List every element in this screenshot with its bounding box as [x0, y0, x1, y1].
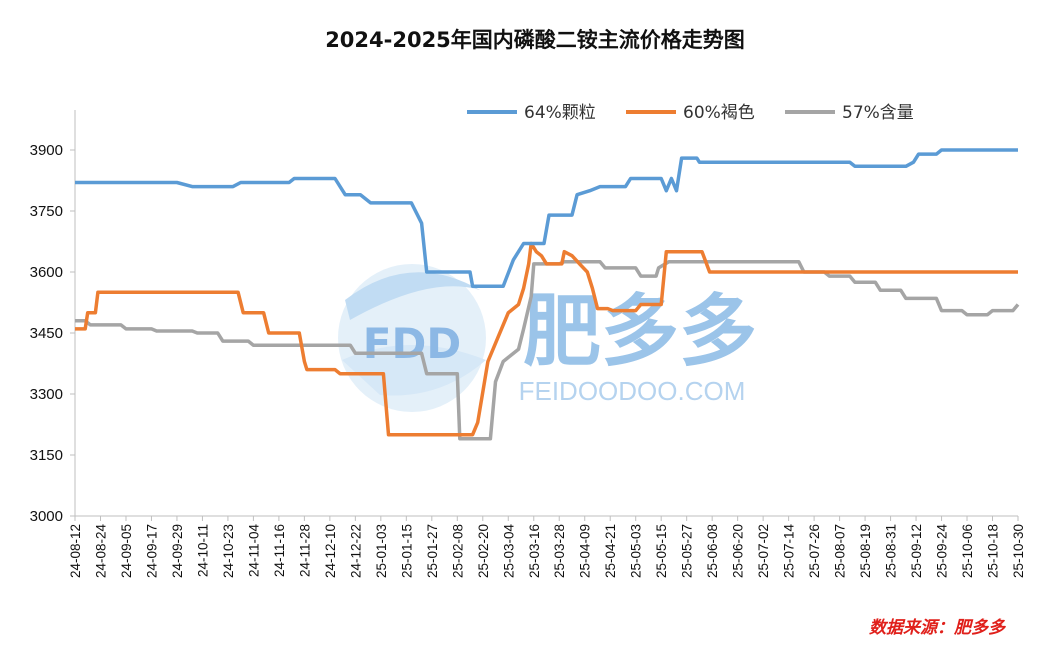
x-tick-label: 25-08-07	[833, 524, 848, 578]
legend-label-57-content: 57%含量	[842, 103, 914, 123]
x-tick-label: 25-03-04	[501, 524, 516, 579]
x-tick-label: 24-11-16	[272, 524, 287, 577]
x-tick-label: 25-06-20	[731, 524, 746, 578]
watermark-wave-lower-icon	[342, 345, 486, 396]
x-tick-label: 24-10-11	[195, 524, 210, 577]
x-tick-label: 24-12-22	[348, 524, 363, 578]
x-tick-label: 24-10-23	[221, 524, 236, 578]
x-tick-label: 25-02-20	[476, 524, 491, 578]
x-tick-label: 25-05-03	[629, 524, 644, 578]
x-tick-label: 25-10-18	[986, 524, 1001, 578]
series-line-60-brown	[75, 241, 1018, 437]
watermark: FDD 肥多多 FEIDOODOO.COM	[338, 264, 757, 412]
x-tick-label: 25-08-19	[858, 524, 873, 578]
x-tick-label: 25-04-21	[603, 524, 618, 578]
y-tick-label: 3900	[30, 142, 63, 159]
x-tick-label: 25-07-02	[756, 524, 771, 578]
y-tick-label: 3450	[30, 325, 63, 342]
y-tick-label: 3300	[30, 386, 63, 403]
x-tick-label: 25-02-08	[450, 524, 465, 578]
x-tick-label: 25-09-24	[935, 524, 950, 579]
x-tick-label: 24-09-29	[170, 524, 185, 578]
watermark-url: FEIDOODOO.COM	[519, 376, 746, 406]
x-tick-label: 24-11-28	[297, 524, 312, 577]
x-tick-label: 25-03-28	[552, 524, 567, 578]
x-tick-label: 25-10-30	[1011, 524, 1026, 578]
x-tick-label: 25-07-14	[782, 524, 797, 579]
chart-title: 2024-2025年国内磷酸二铵主流价格走势图	[325, 28, 745, 52]
x-axis-ticks: 24-08-12 24-08-24 24-09-05 24-09-17 24-09-29…	[68, 516, 1026, 578]
legend: 64%颗粒 60%褐色 57%含量	[467, 103, 914, 123]
x-tick-label: 25-05-15	[654, 524, 669, 578]
watermark-brand: 肥多多	[523, 287, 757, 377]
x-tick-label: 25-01-03	[374, 524, 389, 578]
x-tick-label: 24-09-17	[144, 524, 159, 578]
y-tick-label: 3150	[30, 447, 63, 464]
x-tick-label: 25-09-12	[909, 524, 924, 578]
x-tick-label: 24-08-24	[93, 524, 108, 579]
legend-label-60-brown: 60%褐色	[683, 103, 755, 123]
series-line-64-granule	[75, 148, 1018, 288]
x-tick-label: 24-11-04	[246, 524, 261, 578]
x-tick-label: 25-06-08	[705, 524, 720, 578]
x-tick-label: 24-09-05	[119, 524, 134, 578]
x-tick-label: 25-08-31	[884, 524, 899, 578]
x-tick-label: 25-05-27	[680, 524, 695, 578]
data-source-note: 数据来源：肥多多	[869, 618, 1007, 638]
watermark-wave-icon	[345, 272, 480, 320]
watermark-logo-text: FDD	[363, 319, 461, 368]
x-tick-label: 24-12-10	[323, 524, 338, 578]
x-tick-label: 25-10-06	[960, 524, 975, 578]
x-tick-label: 25-03-16	[527, 524, 542, 578]
y-tick-label: 3000	[30, 508, 63, 525]
y-tick-label: 3750	[30, 203, 63, 220]
series-lines	[75, 148, 1020, 441]
y-tick-label: 3600	[30, 264, 63, 281]
x-tick-label: 25-01-15	[399, 524, 414, 578]
x-tick-label: 24-08-12	[68, 524, 83, 578]
x-tick-label: 25-04-09	[578, 524, 593, 578]
legend-label-64-granule: 64%颗粒	[524, 103, 596, 123]
y-axis-ticks: 3000 3150 3300 3450 3600 3750 3900	[30, 142, 75, 525]
x-tick-label: 25-07-26	[807, 524, 822, 578]
x-tick-label: 25-01-27	[425, 524, 440, 578]
